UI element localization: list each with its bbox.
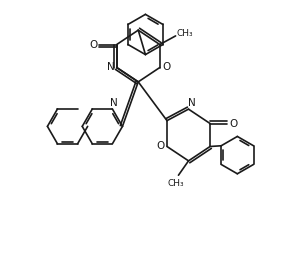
Text: O: O	[157, 141, 165, 151]
Text: O: O	[89, 39, 97, 49]
Text: O: O	[230, 119, 238, 129]
Text: N: N	[110, 98, 118, 108]
Text: CH₃: CH₃	[177, 29, 193, 38]
Text: N: N	[187, 98, 195, 108]
Text: O: O	[162, 62, 170, 73]
Text: N: N	[107, 62, 114, 73]
Text: CH₃: CH₃	[167, 179, 184, 188]
